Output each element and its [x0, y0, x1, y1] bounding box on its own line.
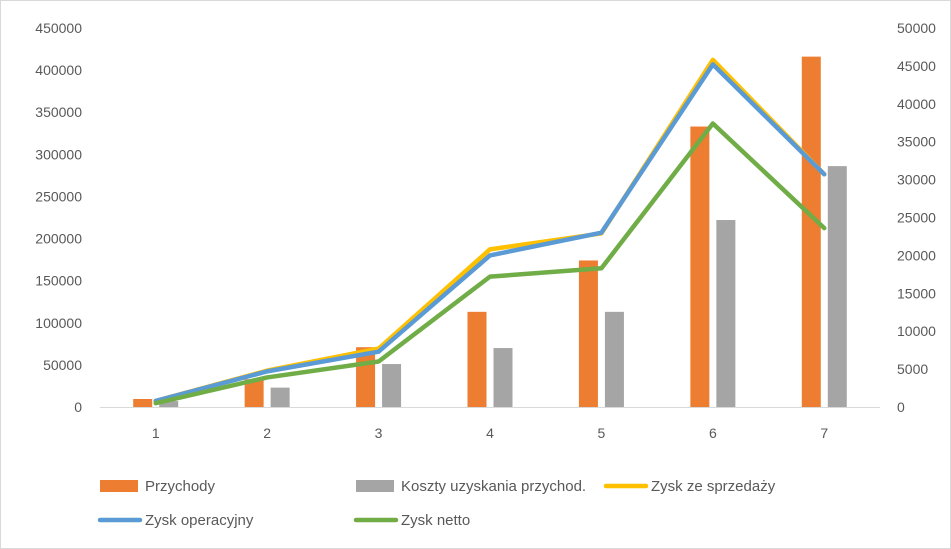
- right-axis-tick-label: 25000: [897, 210, 936, 226]
- x-axis-tick-label: 3: [375, 425, 383, 441]
- legend: Przychody Koszty uzyskania przychod. Zysk …: [97, 478, 776, 529]
- left-axis-tick-label: 150000: [35, 273, 82, 289]
- right-axis-tick-label: 10000: [897, 323, 936, 339]
- right-y-axis: 0 5000 10000 15000 20000 25000 30000 35000 40000…: [897, 20, 936, 415]
- left-axis-tick-label: 400000: [35, 62, 82, 78]
- left-axis-tick-label: 50000: [43, 357, 82, 373]
- bar-koszty: [716, 220, 736, 407]
- bar-przychody: [578, 260, 598, 407]
- bar-przychody: [690, 126, 710, 407]
- x-axis-tick-label: 1: [152, 425, 160, 441]
- left-axis-tick-label: 250000: [35, 188, 82, 204]
- legend-label: Zysk operacyjny: [145, 512, 254, 529]
- left-axis-tick-label: 200000: [35, 231, 82, 247]
- x-axis: 1 2 3 4 5 6 7: [152, 425, 829, 441]
- right-axis-tick-label: 50000: [897, 20, 936, 36]
- left-axis-tick-label: 350000: [35, 104, 82, 120]
- line-series-group: [153, 57, 827, 406]
- bar-koszty: [493, 348, 513, 407]
- legend-label: Koszty uzyskania przychod.: [401, 478, 586, 495]
- bar-przychody: [801, 56, 821, 407]
- bar-przychody: [244, 379, 264, 407]
- bar-koszty: [382, 364, 402, 407]
- x-axis-tick-label: 4: [486, 425, 494, 441]
- left-y-axis: 0 50000 100000 150000 200000 250000 300000 3500…: [35, 20, 82, 415]
- x-axis-tick-label: 5: [598, 425, 606, 441]
- legend-label: Zysk ze sprzedaży: [651, 478, 776, 495]
- right-axis-tick-label: 15000: [897, 285, 936, 301]
- legend-swatch-bar: [356, 480, 394, 492]
- legend-label: Przychody: [145, 478, 216, 495]
- x-axis-tick-label: 2: [263, 425, 271, 441]
- bar-series-group: [133, 56, 847, 407]
- left-axis-tick-label: 0: [74, 399, 82, 415]
- bar-koszty: [270, 387, 290, 407]
- legend-label: Zysk netto: [401, 512, 470, 529]
- bar-koszty: [604, 311, 624, 407]
- bar-koszty: [827, 166, 847, 407]
- right-axis-tick-label: 5000: [897, 361, 928, 377]
- bar-przychody: [133, 398, 153, 407]
- bar-koszty: [159, 401, 179, 407]
- legend-swatch-bar: [100, 480, 138, 492]
- bar-przychody: [467, 311, 487, 407]
- right-axis-tick-label: 35000: [897, 134, 936, 150]
- x-axis-tick-label: 6: [709, 425, 717, 441]
- line-zysk-netto: [153, 121, 827, 406]
- right-axis-tick-label: 20000: [897, 247, 936, 263]
- x-axis-tick-label: 7: [820, 425, 828, 441]
- left-axis-tick-label: 450000: [35, 20, 82, 36]
- right-axis-tick-label: 0: [897, 399, 905, 415]
- line-zysk-operacyjny: [153, 62, 827, 404]
- right-axis-tick-label: 45000: [897, 58, 936, 74]
- right-axis-tick-label: 30000: [897, 172, 936, 188]
- left-axis-tick-label: 100000: [35, 315, 82, 331]
- right-axis-tick-label: 40000: [897, 96, 936, 112]
- left-axis-tick-label: 300000: [35, 146, 82, 162]
